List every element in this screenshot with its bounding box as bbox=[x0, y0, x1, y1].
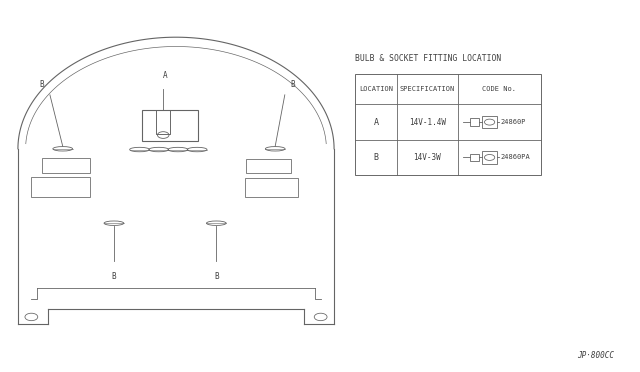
Text: B: B bbox=[111, 272, 116, 281]
Text: B: B bbox=[291, 80, 296, 89]
Bar bbox=[482, 116, 497, 128]
Bar bbox=[245, 178, 298, 197]
Text: B: B bbox=[39, 80, 44, 89]
Bar bbox=[470, 118, 479, 126]
Bar bbox=[355, 74, 541, 175]
Text: 14V-3W: 14V-3W bbox=[413, 153, 441, 162]
Text: JP·800CC: JP·800CC bbox=[577, 351, 614, 360]
Bar bbox=[31, 177, 90, 197]
Text: 24860PA: 24860PA bbox=[500, 154, 530, 160]
Text: LOCATION: LOCATION bbox=[359, 86, 393, 92]
Text: A: A bbox=[163, 71, 168, 80]
Bar bbox=[142, 110, 198, 141]
Text: A: A bbox=[374, 118, 378, 126]
Text: SPECIFICATION: SPECIFICATION bbox=[399, 86, 455, 92]
Text: B: B bbox=[374, 153, 378, 162]
Text: B: B bbox=[214, 272, 219, 281]
Bar bbox=[246, 159, 291, 173]
Text: 24860P: 24860P bbox=[500, 119, 526, 125]
Text: BULB & SOCKET FITTING LOCATION: BULB & SOCKET FITTING LOCATION bbox=[355, 54, 502, 63]
Bar bbox=[470, 154, 479, 161]
Text: 14V-1.4W: 14V-1.4W bbox=[409, 118, 445, 126]
Bar bbox=[42, 158, 90, 173]
Bar bbox=[482, 151, 497, 164]
Text: CODE No.: CODE No. bbox=[482, 86, 516, 92]
